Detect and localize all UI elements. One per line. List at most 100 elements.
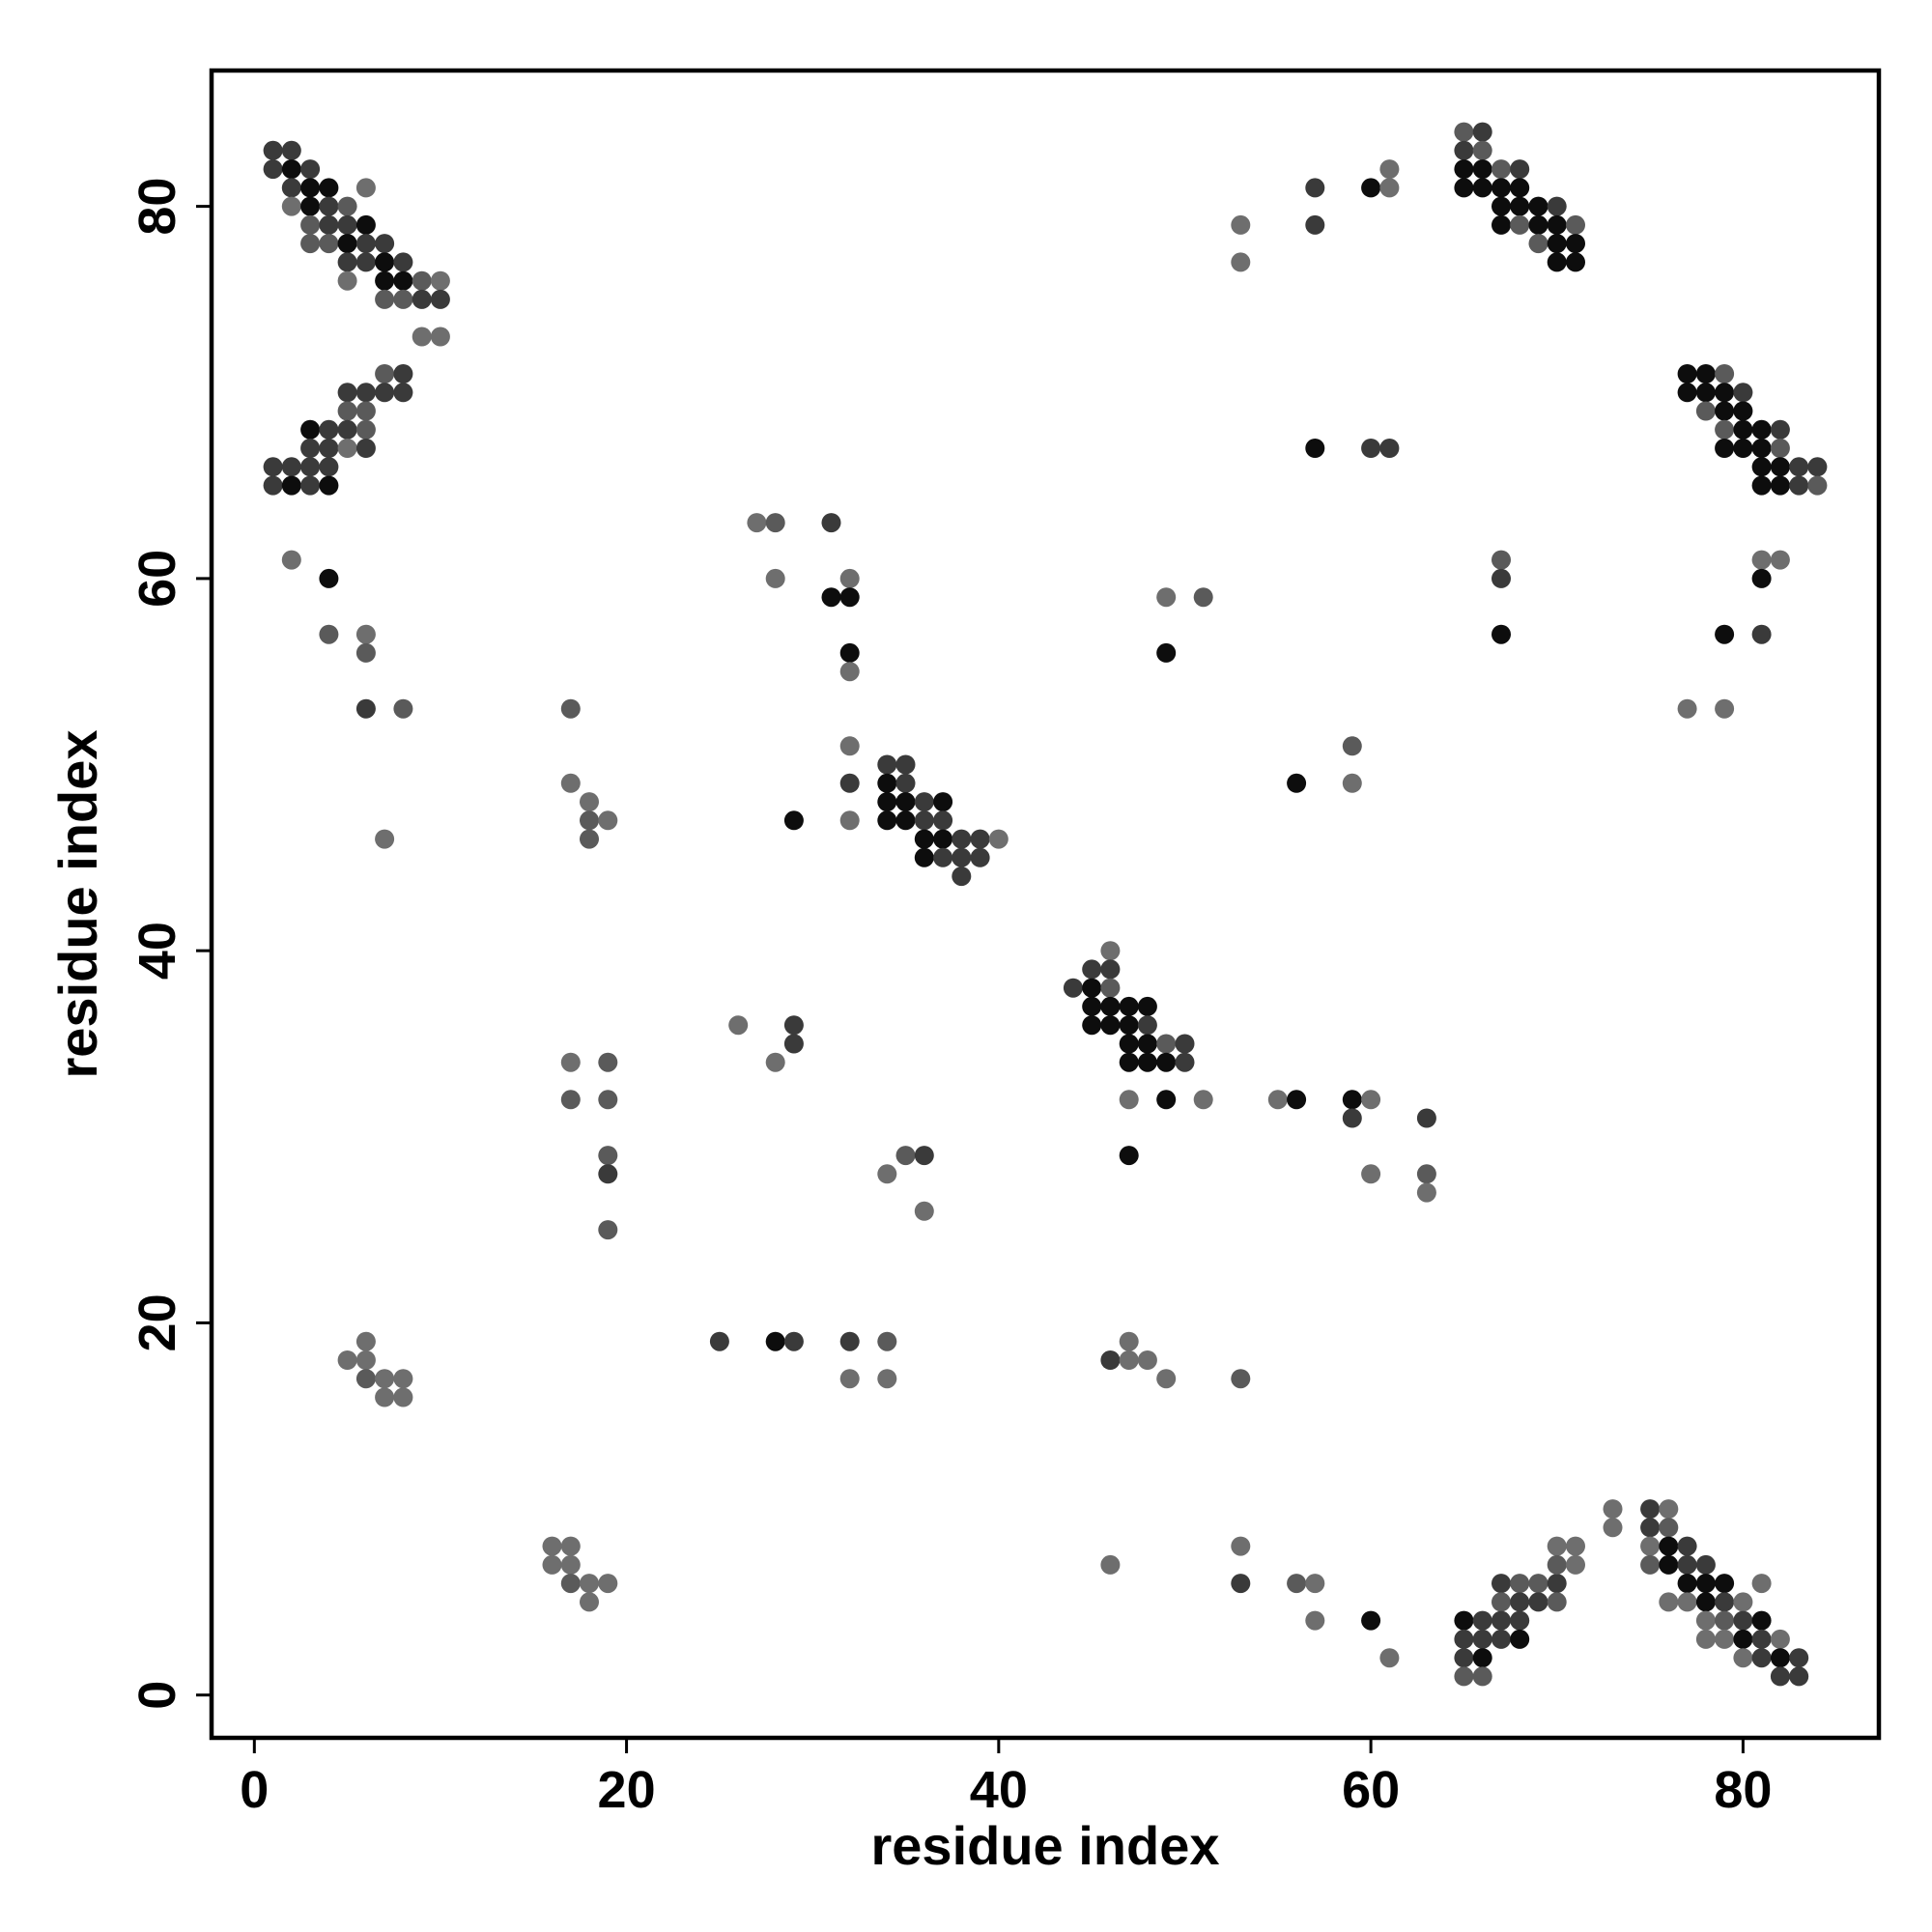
data-point (1677, 698, 1697, 719)
data-point (281, 140, 301, 160)
data-point (914, 792, 934, 812)
data-point (580, 810, 599, 831)
data-point (1472, 140, 1492, 160)
data-point (393, 270, 413, 291)
data-point (1733, 1610, 1753, 1631)
data-point (1305, 1574, 1325, 1594)
data-point (895, 810, 916, 831)
y-axis: 0 20 40 60 80 (128, 178, 212, 1710)
data-point (412, 289, 432, 309)
data-point (1156, 1034, 1177, 1054)
data-point (319, 196, 339, 216)
data-point (263, 457, 283, 477)
data-point (598, 810, 618, 831)
x-tick-label: 60 (1342, 1761, 1400, 1819)
data-point (1547, 1592, 1567, 1612)
data-point (1547, 234, 1567, 254)
data-point (560, 1090, 581, 1110)
data-point (1770, 475, 1790, 496)
data-point (1361, 439, 1381, 458)
data-point (1566, 252, 1585, 272)
data-point (914, 829, 934, 849)
data-point (1659, 1499, 1679, 1520)
data-point (1472, 1666, 1492, 1687)
data-point (355, 252, 376, 272)
data-point (1100, 996, 1121, 1016)
data-point (337, 252, 357, 272)
data-point (1454, 122, 1474, 142)
data-point (355, 1369, 376, 1389)
data-point (1492, 159, 1511, 180)
data-point (1510, 1610, 1530, 1631)
data-point (1100, 1554, 1121, 1575)
data-point (1156, 1369, 1177, 1389)
data-point (1510, 178, 1530, 198)
data-point (1287, 1574, 1307, 1594)
data-point (319, 568, 339, 588)
data-point (1454, 159, 1474, 180)
data-point (337, 270, 357, 291)
data-point (1751, 457, 1772, 477)
data-point (933, 829, 953, 849)
data-point (1528, 1592, 1548, 1612)
data-point (355, 383, 376, 403)
data-point (1770, 457, 1790, 477)
data-point (337, 383, 357, 403)
data-point (1547, 1554, 1567, 1575)
data-point (895, 773, 916, 793)
y-axis-title: residue index (47, 729, 108, 1078)
data-point (1715, 419, 1735, 440)
data-point (1100, 1015, 1121, 1036)
data-point (1492, 1574, 1511, 1594)
data-point (1733, 1592, 1753, 1612)
data-point (1547, 252, 1567, 272)
data-point (263, 159, 283, 180)
data-point (952, 829, 972, 849)
data-point (1733, 1629, 1753, 1649)
data-point (598, 1220, 618, 1240)
data-point (1119, 1052, 1139, 1072)
x-tick-label: 0 (240, 1761, 269, 1819)
x-tick-label: 80 (1714, 1761, 1772, 1819)
plot-frame (209, 68, 1882, 1741)
data-point (1566, 214, 1585, 235)
data-point (1695, 1592, 1716, 1612)
data-point (821, 587, 841, 608)
data-point (319, 234, 339, 254)
data-point (952, 867, 972, 887)
data-point (1416, 1182, 1436, 1203)
data-point (1733, 1648, 1753, 1668)
data-point (1472, 1629, 1492, 1649)
data-point (1287, 773, 1307, 793)
data-point (1492, 1610, 1511, 1631)
data-point (393, 1387, 413, 1407)
data-point (1770, 439, 1790, 458)
data-point (560, 773, 581, 793)
data-point (1472, 1610, 1492, 1631)
data-point (952, 847, 972, 867)
data-point (1659, 1554, 1679, 1575)
data-point (542, 1554, 562, 1575)
data-point (1492, 214, 1511, 235)
data-point (580, 792, 599, 812)
data-point (300, 196, 321, 216)
data-point (1472, 159, 1492, 180)
data-point (300, 214, 321, 235)
data-point (839, 587, 860, 608)
data-point (1640, 1499, 1661, 1520)
data-point (337, 214, 357, 235)
data-point (355, 624, 376, 644)
data-point (1492, 196, 1511, 216)
y-tick-label: 40 (128, 922, 186, 980)
data-point (355, 401, 376, 421)
data-point (1267, 1090, 1288, 1110)
data-point (1789, 457, 1809, 477)
data-point (281, 475, 301, 496)
data-point (1156, 1090, 1177, 1110)
data-points (263, 122, 1828, 1687)
data-point (1454, 1666, 1474, 1687)
data-point (1231, 214, 1251, 235)
data-point (1547, 214, 1567, 235)
y-tick-label: 80 (128, 178, 186, 236)
